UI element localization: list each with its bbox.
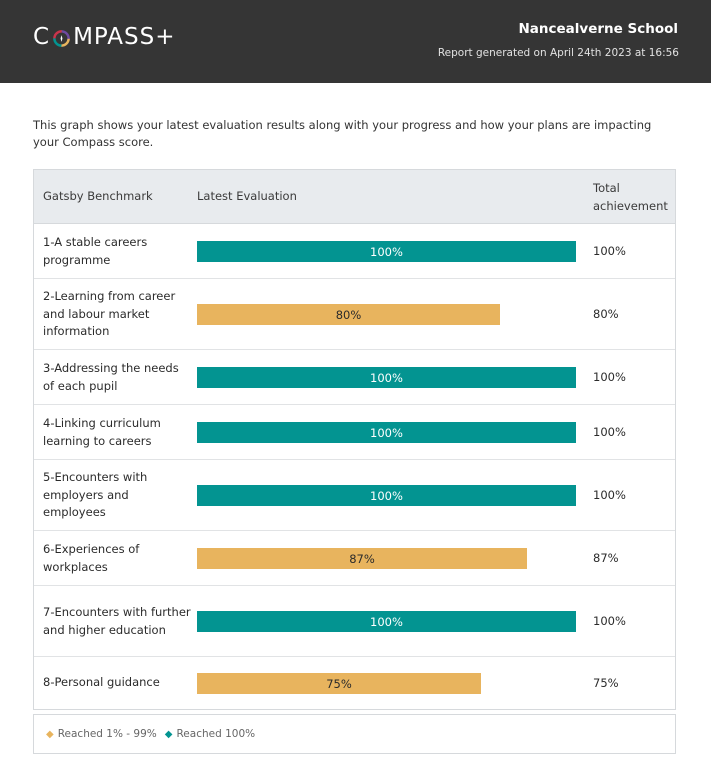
column-header-total-line1: Total: [593, 181, 620, 195]
logo-letter-c: C: [33, 24, 51, 50]
table-row: 5-Encounters with employers and employee…: [34, 460, 675, 531]
evaluation-bar-label: 100%: [370, 488, 403, 503]
report-header: C MPASS+ Nancealverne School Report gene…: [0, 0, 711, 83]
table-row: 3-Addressing the needs of each pupil 100%…: [34, 350, 675, 405]
evaluation-bar-label: 87%: [349, 551, 375, 566]
benchmark-name: 5-Encounters with employers and employee…: [43, 470, 148, 519]
benchmark-name: 7-Encounters with further and higher edu…: [43, 605, 191, 637]
school-name: Nancealverne School: [518, 21, 678, 37]
total-achievement: 100%: [593, 614, 626, 628]
legend-label-partial: Reached 1% - 99%: [57, 728, 157, 740]
evaluation-bar-label: 75%: [326, 676, 352, 691]
evaluation-bar: 75%: [197, 673, 481, 694]
evaluation-bar: 100%: [197, 485, 576, 506]
table-row: 1-A stable careers programme 100% 100%: [34, 224, 675, 279]
compass-logo: C MPASS+: [33, 22, 176, 52]
table-row: 2-Learning from career and labour market…: [34, 279, 675, 350]
evaluation-bar-label: 100%: [370, 244, 403, 259]
table-header: Gatsby Benchmark Latest Evaluation Total…: [34, 170, 675, 224]
benchmark-name: 3-Addressing the needs of each pupil: [43, 361, 179, 393]
compass-ring-icon: [53, 29, 70, 47]
evaluation-bar: 100%: [197, 241, 576, 262]
benchmark-name: 1-A stable careers programme: [43, 235, 148, 267]
column-header-benchmark: Gatsby Benchmark: [43, 189, 153, 203]
column-header-evaluation: Latest Evaluation: [197, 189, 297, 203]
total-achievement: 80%: [593, 307, 619, 321]
legend-item-partial: ◆ Reached 1% - 99%: [46, 728, 157, 740]
legend: ◆ Reached 1% - 99% ◆ Reached 100%: [33, 714, 676, 754]
total-achievement: 100%: [593, 488, 626, 502]
column-header-total: Total achievement: [593, 179, 668, 215]
benchmark-name: 2-Learning from career and labour market…: [43, 289, 176, 338]
benchmark-name: 6-Experiences of workplaces: [43, 542, 140, 574]
benchmark-table: Gatsby Benchmark Latest Evaluation Total…: [33, 169, 676, 710]
benchmark-name: 8-Personal guidance: [43, 675, 160, 689]
legend-item-full: ◆ Reached 100%: [165, 728, 255, 740]
evaluation-bar: 100%: [197, 422, 576, 443]
table-row: 8-Personal guidance 75% 75%: [34, 657, 675, 709]
table-row: 4-Linking curriculum learning to careers…: [34, 405, 675, 460]
evaluation-bar-label: 100%: [370, 425, 403, 440]
total-achievement: 87%: [593, 551, 619, 565]
column-header-total-line2: achievement: [593, 199, 668, 213]
table-row: 7-Encounters with further and higher edu…: [34, 586, 675, 657]
evaluation-bar: 80%: [197, 304, 500, 325]
evaluation-bar-label: 80%: [335, 307, 362, 322]
total-achievement: 100%: [593, 370, 626, 384]
table-body: 1-A stable careers programme 100% 100% 2-Le…: [34, 224, 675, 709]
diamond-icon: ◆: [164, 728, 173, 740]
evaluation-bar: 100%: [197, 611, 576, 632]
table-row: 6-Experiences of workplaces 87% 87%: [34, 531, 675, 586]
evaluation-bar: 100%: [197, 367, 576, 388]
evaluation-bar-label: 100%: [370, 614, 403, 629]
total-achievement: 100%: [593, 425, 626, 439]
report-timestamp: Report generated on April 24th 2023 at 1…: [437, 47, 679, 59]
benchmark-name: 4-Linking curriculum learning to careers: [43, 416, 161, 448]
evaluation-bar: 87%: [197, 548, 527, 569]
total-achievement: 100%: [593, 244, 626, 258]
logo-text: MPASS+: [73, 24, 176, 50]
total-achievement: 75%: [593, 676, 619, 690]
evaluation-bar-label: 100%: [370, 370, 403, 385]
diamond-icon: ◆: [46, 728, 54, 740]
legend-label-full: Reached 100%: [176, 728, 256, 740]
intro-text: This graph shows your latest evaluation …: [33, 118, 652, 149]
